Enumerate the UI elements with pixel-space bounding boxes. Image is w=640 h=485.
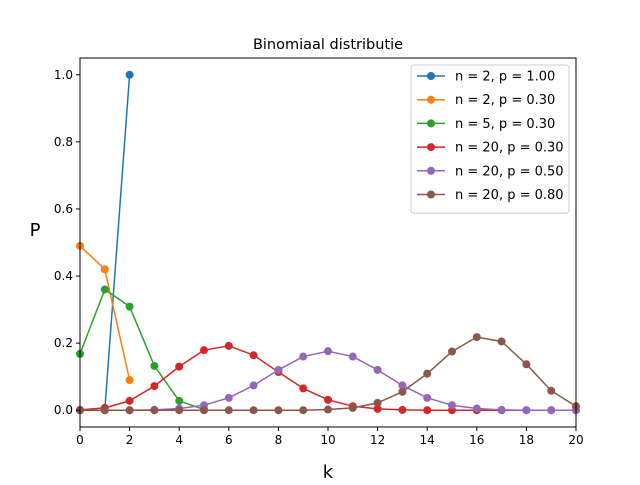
legend-marker-2 xyxy=(427,119,435,128)
data-point-4-7 xyxy=(249,381,258,390)
data-point-5-11 xyxy=(348,403,357,412)
y-tick-label-3: 0.6 xyxy=(54,202,73,216)
legend-marker-3 xyxy=(427,143,435,152)
data-point-5-17 xyxy=(497,337,506,346)
data-point-5-13 xyxy=(398,387,407,396)
data-point-5-9 xyxy=(299,406,308,415)
y-tick-label-2: 0.4 xyxy=(54,269,73,283)
data-point-2-4 xyxy=(175,396,184,405)
data-point-5-2 xyxy=(125,406,134,415)
data-point-0-2 xyxy=(125,70,134,79)
data-point-5-5 xyxy=(200,406,208,415)
data-point-5-1 xyxy=(100,406,109,415)
data-point-5-15 xyxy=(448,347,456,356)
x-tick-label-3: 6 xyxy=(225,433,233,447)
legend-marker-4 xyxy=(427,166,435,175)
data-point-5-18 xyxy=(522,360,531,369)
x-tick-label-10: 20 xyxy=(568,433,583,447)
y-tick-label-1: 0.2 xyxy=(54,336,73,350)
data-point-2-3 xyxy=(150,361,159,370)
legend-box xyxy=(410,64,570,214)
data-point-5-7 xyxy=(249,406,258,415)
data-point-3-9 xyxy=(299,384,308,393)
data-point-1-2 xyxy=(125,376,134,385)
data-point-5-19 xyxy=(547,386,556,395)
data-point-3-2 xyxy=(125,396,134,405)
y-tick-label-5: 1.0 xyxy=(54,68,73,82)
x-tick-label-9: 18 xyxy=(519,433,534,447)
data-point-3-4 xyxy=(175,362,184,371)
chart-title: Binomiaal distributie xyxy=(253,37,403,53)
series-line-2 xyxy=(79,288,205,411)
legend-marker-1 xyxy=(427,95,435,104)
x-tick-label-2: 4 xyxy=(175,433,183,447)
legend-label-4: n = 20, p = 0.50 xyxy=(455,164,564,179)
data-point-4-13 xyxy=(398,381,407,390)
data-point-5-12 xyxy=(373,398,382,407)
data-point-4-8 xyxy=(274,365,283,374)
x-tick-label-0: 0 xyxy=(76,433,84,447)
data-point-4-12 xyxy=(373,365,382,374)
data-point-3-10 xyxy=(324,395,332,404)
data-point-4-11 xyxy=(348,352,357,361)
data-point-1-1 xyxy=(100,265,109,274)
x-tick-label-1: 2 xyxy=(126,433,134,447)
legend: n = 2, p = 1.00 n = 2, p = 0.30 n = 5, p =… xyxy=(410,64,570,214)
data-point-4-17 xyxy=(497,405,506,414)
data-point-3-13 xyxy=(398,405,407,414)
data-point-3-6 xyxy=(224,341,233,350)
data-point-5-4 xyxy=(175,406,184,415)
data-point-5-6 xyxy=(224,406,233,415)
data-point-2-2 xyxy=(125,302,134,311)
data-point-2-1 xyxy=(100,285,109,294)
legend-label-2: n = 5, p = 0.30 xyxy=(455,117,555,132)
data-point-5-3 xyxy=(150,406,159,415)
data-point-4-9 xyxy=(299,352,308,361)
x-tick-label-4: 8 xyxy=(275,433,283,447)
x-tick-label-7: 14 xyxy=(420,433,435,447)
data-point-4-6 xyxy=(224,393,233,402)
data-point-3-5 xyxy=(200,346,208,355)
data-point-4-14 xyxy=(423,393,432,402)
legend-label-0: n = 2, p = 1.00 xyxy=(455,70,555,85)
data-point-3-12 xyxy=(373,404,382,413)
y-tick-label-4: 0.8 xyxy=(54,135,73,149)
data-point-5-16 xyxy=(472,333,481,342)
data-point-3-7 xyxy=(249,351,258,360)
x-axis-label: k xyxy=(323,462,334,480)
data-point-3-14 xyxy=(423,406,432,415)
legend-marker-0 xyxy=(427,72,435,80)
x-tick-label-6: 12 xyxy=(370,433,385,447)
data-point-3-3 xyxy=(150,382,159,391)
y-tick-label-0: 0.0 xyxy=(54,403,73,417)
x-tick-label-8: 16 xyxy=(469,433,484,447)
data-point-4-15 xyxy=(448,401,456,410)
data-point-4-16 xyxy=(472,404,481,413)
data-point-5-8 xyxy=(274,406,283,415)
data-point-5-10 xyxy=(324,405,332,414)
data-point-5-14 xyxy=(423,369,432,378)
y-axis-label: P xyxy=(30,220,41,241)
data-point-4-19 xyxy=(547,406,556,415)
x-tick-label-5: 10 xyxy=(320,433,335,447)
legend-label-1: n = 2, p = 0.30 xyxy=(455,93,555,108)
legend-marker-5 xyxy=(427,190,435,199)
data-point-4-18 xyxy=(522,406,531,415)
legend-label-5: n = 20, p = 0.80 xyxy=(455,188,564,203)
series-line-0 xyxy=(80,74,131,411)
legend-label-3: n = 20, p = 0.30 xyxy=(455,141,564,156)
data-point-4-10 xyxy=(324,347,332,356)
